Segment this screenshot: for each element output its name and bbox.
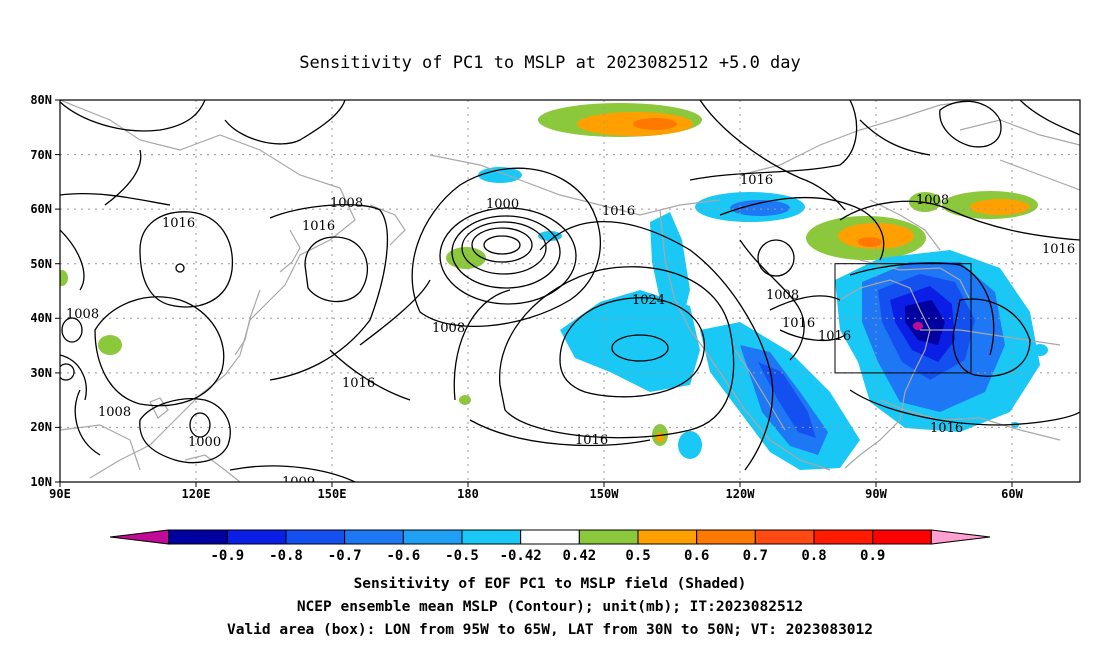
colorbar-tick-label: -0.5 (445, 548, 479, 564)
contour-label: 1016 (818, 329, 851, 344)
contour-label: 1008 (766, 288, 799, 303)
lat-label: 80N (30, 93, 52, 107)
contour-label: 1016 (1042, 242, 1075, 257)
colorbar-box (285, 529, 346, 545)
colorbar-low-extend (109, 529, 170, 545)
contour-label: 1016 (740, 173, 773, 188)
mslp-contours (60, 100, 1080, 482)
lon-label: 150E (318, 487, 347, 501)
colorbar-tick-label: -0.9 (210, 548, 244, 564)
contour-label: 1016 (602, 204, 635, 219)
lon-label: 90W (865, 487, 887, 501)
contour-label: 1016 (930, 421, 963, 436)
contour-labels: 1016 1008 1016 1008 1000 1016 1016 1008 … (66, 173, 1075, 490)
colorbar: -0.9 -0.8 -0.7 -0.6 -0.5 -0.42 0.42 0.5 0.6 0.7 0.… (109, 529, 991, 564)
valid-area-box (834, 263, 972, 374)
contour-label: 1008 (432, 321, 465, 336)
lon-label: 180 (457, 487, 479, 501)
colorbar-tick-label: 0.9 (860, 548, 885, 564)
figure-title: Sensitivity of PC1 to MSLP at 2023082512… (299, 53, 801, 73)
colorbar-box (168, 529, 228, 545)
colorbar-tick-label: 0.5 (625, 548, 650, 564)
contour-label: 1016 (782, 316, 815, 331)
colorbar-tick-label: 0.6 (684, 548, 709, 564)
lat-label: 40N (30, 311, 52, 325)
contour-label: 1000 (188, 435, 221, 450)
latitude-labels: 80N 70N 60N 50N 40N 30N 20N 10N (30, 93, 52, 489)
plot-frame (59, 99, 1081, 483)
longitude-labels: 90E 120E 150E 180 150W 120W 90W 60W (49, 487, 1023, 501)
lat-label: 30N (30, 366, 52, 380)
colorbar-high-extend (930, 529, 991, 545)
contour-label: 1008 (916, 193, 949, 208)
contour-label: 1008 (66, 307, 99, 322)
colorbar-box (696, 529, 756, 545)
colorbar-box (461, 529, 522, 545)
sensitivity-shading (60, 103, 1048, 470)
colorbar-box (344, 529, 404, 545)
colorbar-box (226, 529, 287, 545)
lon-label: 120W (726, 487, 756, 501)
contour-label: 1024 (632, 293, 665, 308)
lon-label: 90E (49, 487, 71, 501)
caption-line-2: NCEP ensemble mean MSLP (Contour); unit(… (297, 599, 803, 615)
lon-label: 120E (182, 487, 211, 501)
colorbar-box (872, 529, 932, 545)
lon-label: 150W (590, 487, 620, 501)
colorbar-tick-label: 0.7 (743, 548, 768, 564)
colorbar-box (402, 529, 463, 545)
colorbar-tick-label: 0.42 (562, 548, 596, 564)
lat-label: 60N (30, 202, 52, 216)
colorbar-box (813, 529, 874, 545)
caption-line-1: Sensitivity of EOF PC1 to MSLP field (Sh… (354, 576, 747, 592)
colorbar-box (520, 529, 580, 545)
colorbar-box (754, 529, 815, 545)
colorbar-tick-label: -0.7 (328, 548, 362, 564)
map-area: 1016 1008 1016 1008 1000 1016 1016 1008 … (60, 100, 1080, 490)
tick-marks (55, 99, 1013, 487)
colorbar-box (637, 529, 698, 545)
lat-label: 70N (30, 148, 52, 162)
contour-label: 1016 (342, 376, 375, 391)
caption-line-3: Valid area (box): LON from 95W to 65W, L… (227, 622, 873, 638)
contour-label: 1016 (162, 216, 195, 231)
contour-label: 1016 (302, 219, 335, 234)
contour-label: 1009 (282, 475, 315, 490)
contour-label: 1008 (98, 405, 131, 420)
colorbar-tick-label: -0.8 (269, 548, 303, 564)
contour-label: 1016 (575, 433, 608, 448)
lat-label: 20N (30, 420, 52, 434)
colorbar-tick-label: 0.8 (801, 548, 826, 564)
colorbar-tick-label: -0.6 (386, 548, 420, 564)
lat-label: 10N (30, 475, 52, 489)
colorbar-box (578, 529, 639, 545)
contour-label: 1008 (330, 196, 363, 211)
contour-label: 1000 (486, 197, 519, 212)
lon-label: 60W (1001, 487, 1023, 501)
colorbar-tick-label: -0.42 (500, 548, 542, 564)
lat-label: 50N (30, 257, 52, 271)
